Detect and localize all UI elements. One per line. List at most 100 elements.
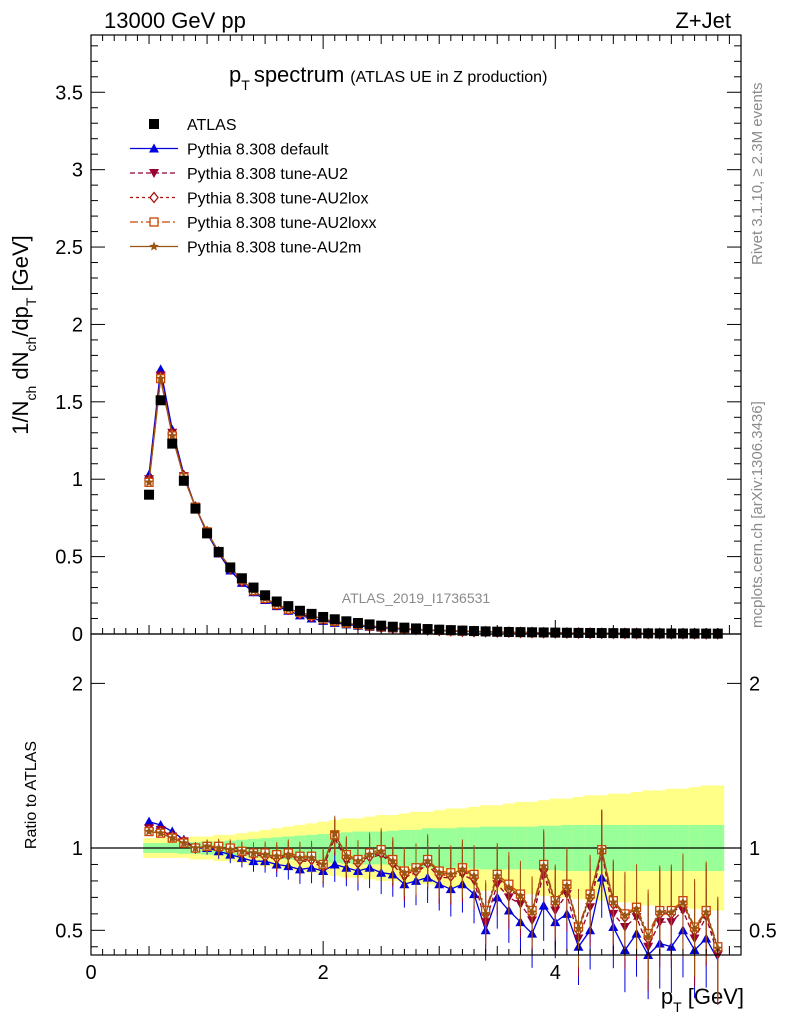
atlas-data-point [283,601,294,612]
upper-ytick-label: 0.5 [55,547,83,569]
ratio-point-au2m [550,897,560,907]
ratio-point-au2m [306,852,317,862]
ratio-point-default [329,859,340,869]
ratio-point-au2m [248,847,259,857]
ratio-point-au2m [538,861,549,871]
atlas-data-point [271,596,282,607]
rivet-label: Rivet 3.1.10, ≥ 2.3M events [749,83,766,266]
legend: ATLAS Pythia 8.308 default Pythia 8.308 tu… [130,117,376,257]
atlas-data-point [329,614,340,625]
ratio-point-au2m [515,890,526,900]
ratio-point-au2m [318,859,328,869]
lower-ytick-label-right: 2 [749,673,760,695]
ratio-point-au2m [457,864,468,874]
legend-marker-atlas [149,119,159,129]
atlas-data-point [225,562,236,573]
lower-ytick-label-right: 1 [749,838,760,860]
atlas-data-point [190,503,201,514]
ratio-point-au2m [713,943,723,953]
ratio-point-au2m [527,907,537,917]
ratio-point-au2m [504,882,514,892]
atlas-data-point [144,489,155,500]
atlas-data-point [318,611,329,622]
ratio-point-au2m [608,897,619,907]
ratio-point-au2m [597,844,607,854]
legend-marker-au2 [149,169,159,178]
upper-ytick-label: 1 [72,469,83,491]
ratio-point-au2m [237,846,247,856]
ratio-point-au2m [388,856,398,866]
energy-label: 13000 GeV pp [104,8,246,33]
legend-marker-au2loxx [149,217,159,227]
upper-ytick-label: 2.5 [55,237,83,259]
atlas-data-point [248,582,259,593]
xtick-label: 4 [550,962,561,984]
ratio-point-au2m [272,851,282,861]
upper-ytick-label: 0 [72,624,83,646]
ratio-point-au2m [295,852,305,862]
ratio-point-au2m [225,844,235,854]
atlas-data-point [202,528,213,539]
ratio-point-au2m [480,908,491,918]
legend-label: Pythia 8.308 tune-AU2m [187,240,361,257]
atlas-data-point [236,573,247,584]
lower-ytick-label-left: 0.5 [55,920,83,942]
upper-ylabel-group: 1/Nch dNch/dpT [GeV] [8,235,39,435]
ratio-point-au2m [469,871,479,880]
ratio-point-au2m [689,923,700,933]
ratio-point-au2m [655,907,665,917]
lower-ylabel-group: Ratio to ATLAS [23,741,40,849]
ratio-point-au2m [353,856,363,866]
atlas-data-point [260,590,271,601]
atlas-data-point [352,618,363,629]
mcplots-label-group: mcplots.cern.ch [arXiv:1306.3436] [749,401,766,628]
legend-label: Pythia 8.308 tune-AU2loxx [187,215,376,232]
legend-marker-au2lox [149,191,159,204]
spectrum-point-au2m [155,373,166,383]
xtick-label: 2 [318,962,329,984]
ratio-point-au2m [446,869,456,879]
spectrum-point-default [155,364,166,374]
atlas-data-point [341,616,352,627]
atlas-data-point [294,605,305,616]
ratio-point-au2m [643,931,653,941]
ratio-point-au2m [399,867,410,877]
ratio-point-default [144,816,155,826]
ratio-point-au2m [562,880,572,890]
lower-ylabel: Ratio to ATLAS [23,741,40,849]
atlas-data-point [387,621,398,632]
atlas-data-point [213,546,224,557]
lower-ytick-label-right: 0.5 [749,920,777,942]
upper-ytick-label: 2 [72,314,83,336]
ratio-point-au2m [573,923,584,933]
analysis-label: ATLAS_2019_I1736531 [342,590,491,606]
ratio-point-au2m [678,897,688,907]
legend-label: Pythia 8.308 tune-AU2lox [187,191,368,208]
lower-panel: 0.5 0.5 1 1 2 2 0 2 4 [55,633,777,1006]
ratio-point-au2m [631,903,642,913]
ratio-point-au2m [422,856,433,866]
xtick-label: 0 [85,962,96,984]
ratio-point-au2m [155,828,166,838]
ratio-point-au2m [376,846,386,856]
mcplots-label: mcplots.cern.ch [arXiv:1306.3436] [749,401,766,628]
upper-ylabel: 1/Nch dNch/dpT [GeV] [8,235,39,435]
lower-ytick-label-left: 1 [72,838,83,860]
atlas-data-point [155,395,166,406]
ratio-point-au2m [364,849,375,859]
ratio-point-au2m [620,910,630,920]
ratio-point-au2m [190,843,201,852]
ratio-point-au2m [167,833,177,843]
lower-ytick-label-left: 2 [72,673,83,695]
rivet-label-group: Rivet 3.1.10, ≥ 2.3M events [749,83,766,266]
ratio-point-au2m [341,851,352,861]
legend-label: Pythia 8.308 default [187,142,329,159]
ratio-point-au2m [179,838,189,848]
ratio-point-au2m [585,890,595,900]
ratio-point-au2m [411,864,421,874]
ratio-point-au2m [492,871,502,880]
ratio-point-au2m [260,849,270,859]
upper-ytick-label: 3.5 [55,82,83,104]
ratio-point-au2m [213,843,224,852]
